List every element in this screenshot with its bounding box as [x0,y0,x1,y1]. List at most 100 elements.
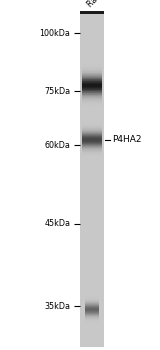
Bar [85,321,99,322]
Bar [82,68,102,69]
Bar [82,127,102,128]
Bar [85,294,99,295]
Bar [82,69,102,70]
Bar [85,323,99,324]
Bar [82,129,102,130]
Bar [85,305,99,306]
Bar [85,318,99,319]
Bar [82,78,102,79]
Bar [82,62,102,63]
Bar [85,296,99,297]
Bar [82,96,102,97]
Bar [82,85,102,86]
Bar [85,316,99,317]
Bar [85,310,99,311]
Bar [82,119,102,120]
Bar [82,100,102,101]
Bar [82,123,102,124]
Bar [82,82,102,83]
Bar [82,94,102,95]
Bar [82,107,102,108]
Bar [85,308,99,309]
Bar [82,125,102,126]
Bar [82,67,102,68]
Bar [82,108,102,109]
Bar [82,133,102,134]
Bar [82,79,102,80]
Bar [82,74,102,75]
Bar [82,154,102,155]
Bar [82,148,102,149]
Text: Rat placenta: Rat placenta [86,0,128,9]
Bar [82,122,102,123]
Bar [82,121,102,122]
Bar [82,149,102,150]
Bar [82,106,102,107]
Bar [82,87,102,88]
Bar [82,153,102,154]
Bar [82,151,102,152]
Bar [82,70,102,71]
Bar [82,66,102,67]
Bar [80,10,104,346]
Bar [82,88,102,89]
Bar [82,144,102,145]
Bar [82,126,102,127]
Bar [85,303,99,304]
Bar [85,302,99,303]
Bar [82,145,102,146]
Bar [82,159,102,160]
Bar [82,104,102,105]
Bar [82,146,102,147]
Bar [82,72,102,73]
Bar [85,313,99,314]
Bar [82,130,102,131]
Text: 45kDa: 45kDa [44,219,70,229]
Bar [85,311,99,312]
Bar [82,135,102,136]
Bar [82,84,102,85]
Bar [82,134,102,135]
Bar [82,86,102,87]
Bar [85,324,99,325]
Bar [82,63,102,64]
Bar [82,136,102,137]
Bar [82,110,102,111]
Bar [82,139,102,140]
Bar [82,150,102,151]
Bar [82,64,102,65]
Bar [85,304,99,305]
Bar [82,147,102,148]
Bar [82,137,102,138]
Bar [82,95,102,96]
Bar [82,76,102,77]
Bar [82,91,102,92]
Bar [82,92,102,93]
Bar [85,326,99,327]
Bar [82,156,102,157]
Bar [82,99,102,100]
Bar [82,152,102,153]
Bar [85,317,99,318]
Text: P4HA2: P4HA2 [112,135,141,145]
Bar [85,325,99,326]
Bar [85,320,99,321]
Bar [82,132,102,133]
Bar [82,73,102,74]
Bar [82,102,102,103]
Bar [82,109,102,110]
Text: 60kDa: 60kDa [44,141,70,150]
Bar [82,65,102,66]
Bar [85,307,99,308]
Bar [82,103,102,104]
Bar [85,295,99,296]
Bar [85,299,99,300]
Bar [82,131,102,132]
Bar [85,306,99,307]
Bar [82,157,102,158]
Bar [82,71,102,72]
Bar [82,89,102,90]
Bar [82,80,102,81]
Text: 100kDa: 100kDa [40,29,70,38]
Bar [85,315,99,316]
